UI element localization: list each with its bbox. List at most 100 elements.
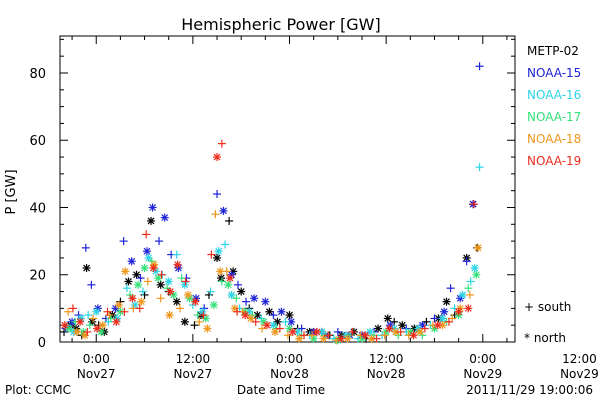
legend-item: NOAA-15	[527, 66, 581, 80]
north-point	[144, 253, 153, 262]
south-point	[258, 324, 267, 333]
north-point	[456, 304, 465, 313]
south-point	[122, 284, 131, 293]
y-tick-label: 40	[29, 201, 46, 216]
y-axis: 0 20 40 60 80	[29, 38, 515, 351]
north-point	[164, 277, 173, 286]
north-point	[98, 321, 107, 330]
north-point	[473, 243, 482, 252]
south-point	[269, 311, 278, 320]
north-point	[92, 307, 101, 316]
north-point	[114, 301, 123, 310]
north-point	[60, 321, 69, 330]
south-point	[222, 267, 231, 276]
north-point	[230, 304, 239, 313]
south-point	[106, 314, 115, 323]
south-point	[156, 294, 165, 303]
north-point	[442, 297, 451, 306]
south-point	[190, 321, 199, 330]
south-point	[446, 284, 455, 293]
north-point	[458, 290, 467, 299]
south-point	[105, 311, 114, 320]
south-point	[242, 297, 251, 306]
south-point	[138, 287, 147, 296]
legend-item: NOAA-18	[527, 132, 581, 146]
north-point	[312, 327, 321, 336]
north-point	[201, 314, 210, 323]
south-point	[233, 307, 242, 316]
south-point	[464, 284, 473, 293]
south-point	[281, 317, 290, 326]
north-point	[288, 327, 297, 336]
north-point	[184, 290, 193, 299]
plot-frame	[59, 35, 516, 343]
x-axis: 0:00Nov2712:00Nov270:00Nov2812:00Nov280:…	[71, 36, 599, 381]
north-point	[203, 324, 212, 333]
south-point	[233, 280, 242, 289]
south-point	[444, 317, 453, 326]
x-tick-time-label: 0:00	[276, 352, 303, 366]
north-point	[391, 327, 400, 336]
south-point	[120, 307, 129, 316]
north-point	[250, 294, 259, 303]
north-point	[185, 294, 194, 303]
north-point	[271, 327, 280, 336]
x-tick-time-label: 12:00	[176, 352, 211, 366]
south-point	[211, 210, 220, 219]
south-point	[232, 294, 241, 303]
south-point	[81, 243, 90, 252]
south-point	[324, 331, 333, 340]
north-point	[337, 334, 346, 343]
north-point	[217, 274, 226, 283]
south-point	[380, 331, 389, 340]
south-point	[221, 240, 230, 249]
south-point	[207, 250, 216, 259]
north-point	[225, 274, 234, 283]
south-point	[422, 317, 431, 326]
south-point	[225, 216, 234, 225]
north-point	[180, 280, 189, 289]
north-point	[241, 311, 250, 320]
north-point	[319, 334, 328, 343]
x-tick-time-label: 0:00	[469, 352, 496, 366]
north-point	[438, 314, 447, 323]
south-point	[251, 317, 260, 326]
south-point	[142, 230, 151, 239]
north-point	[374, 324, 383, 333]
south-point	[175, 304, 184, 313]
south-point	[206, 287, 215, 296]
south-point	[213, 190, 222, 199]
south-point	[469, 200, 478, 209]
y-axis-label: P [GW]	[4, 169, 19, 214]
north-point	[265, 307, 274, 316]
y-tick-label: 0	[38, 336, 46, 351]
north-point	[367, 334, 376, 343]
south-point	[308, 331, 317, 340]
x-tick-time-label: 12:00	[369, 352, 404, 366]
south-point	[172, 250, 181, 259]
north-point	[156, 280, 165, 289]
south-point	[420, 324, 429, 333]
south-point	[87, 280, 96, 289]
south-point	[248, 311, 257, 320]
north-point	[148, 203, 157, 212]
south-point	[84, 311, 93, 320]
x-tick-time-label: 0:00	[83, 352, 110, 366]
north-point	[262, 321, 271, 330]
south-point	[300, 331, 309, 340]
north-point	[93, 324, 102, 333]
south-point	[119, 237, 128, 246]
legend-item: NOAA-19	[527, 154, 581, 168]
south-point	[283, 331, 292, 340]
north-point	[142, 247, 151, 256]
north-point	[128, 294, 137, 303]
south-point	[475, 62, 484, 71]
north-point	[219, 206, 228, 215]
south-point	[64, 307, 73, 316]
north-point	[454, 307, 463, 316]
south-point	[475, 163, 484, 172]
north-point	[433, 321, 442, 330]
south-point	[155, 237, 164, 246]
x-tick-date-label: Nov27	[174, 367, 213, 381]
north-point	[261, 297, 270, 306]
